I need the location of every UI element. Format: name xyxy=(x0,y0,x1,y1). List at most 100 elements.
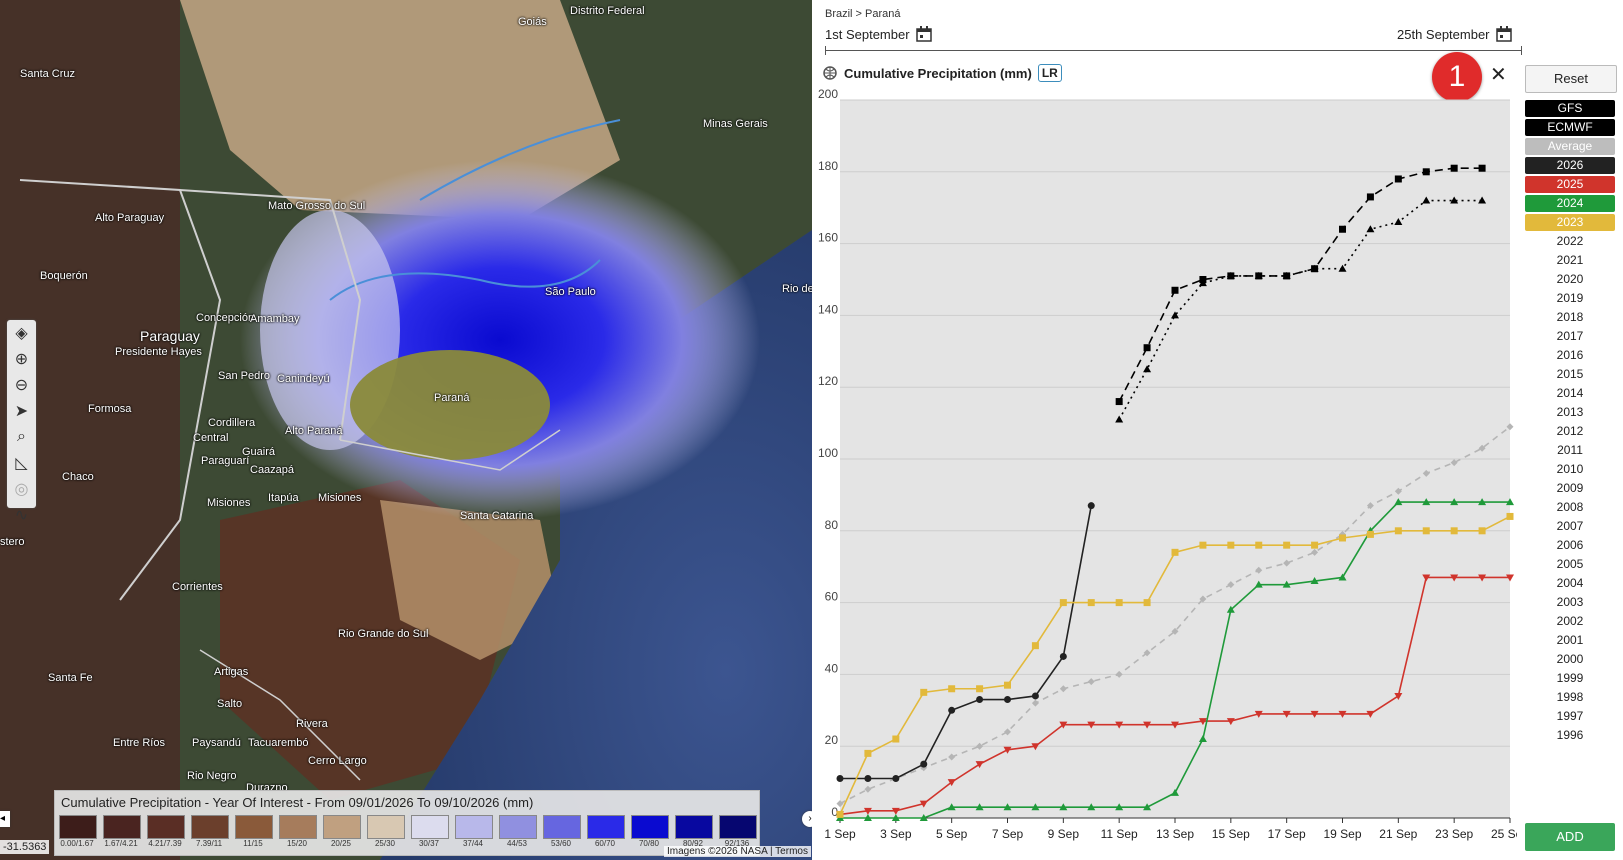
search-icon[interactable]: ⌕ xyxy=(17,428,26,445)
year-option[interactable]: GFS xyxy=(1525,100,1615,117)
data-point xyxy=(1004,681,1011,689)
data-point xyxy=(1338,710,1347,718)
data-point xyxy=(1171,311,1179,319)
collapse-left-icon[interactable]: ◂ xyxy=(0,811,10,827)
map-place-label: Rio Grande do Sul xyxy=(338,628,429,640)
year-option[interactable]: 1997 xyxy=(1556,709,1584,723)
map-place-label: Itapúa xyxy=(268,492,299,504)
year-option[interactable]: 2012 xyxy=(1556,424,1584,438)
data-point xyxy=(1254,271,1263,279)
year-option[interactable]: 2023 xyxy=(1525,214,1615,231)
data-point xyxy=(1227,541,1235,549)
year-option[interactable]: 2016 xyxy=(1556,348,1584,362)
map-place-label: Caazapá xyxy=(250,464,295,476)
legend-swatch-label: 0.00/1.67 xyxy=(60,839,94,848)
data-point xyxy=(1282,710,1291,718)
data-point xyxy=(1450,164,1458,172)
expand-panel-icon[interactable]: › xyxy=(802,811,812,827)
year-option[interactable]: 2003 xyxy=(1556,595,1584,609)
year-option[interactable]: 2017 xyxy=(1556,329,1584,343)
date-range-slider[interactable] xyxy=(825,46,1522,55)
year-option[interactable]: 2002 xyxy=(1556,614,1584,628)
globe-icon xyxy=(823,66,837,80)
reset-button[interactable]: Reset xyxy=(1525,65,1617,93)
year-option[interactable]: 2009 xyxy=(1556,481,1584,495)
year-option[interactable]: 2005 xyxy=(1556,557,1584,571)
year-option[interactable]: 2018 xyxy=(1556,310,1584,324)
y-tick-label: 20 xyxy=(825,733,839,747)
calendar-icon[interactable] xyxy=(915,26,932,42)
year-option[interactable]: 2024 xyxy=(1525,195,1615,212)
chart-title: Cumulative Precipitation (mm) xyxy=(844,65,1032,81)
measure-icon[interactable]: ◺ xyxy=(15,455,28,472)
year-option[interactable]: 2021 xyxy=(1556,253,1584,267)
year-option[interactable]: 2008 xyxy=(1556,500,1584,514)
data-point xyxy=(976,685,984,693)
year-option[interactable]: 2010 xyxy=(1556,462,1584,476)
lr-button[interactable]: LR xyxy=(1037,64,1062,82)
layers-icon[interactable]: ◈ xyxy=(15,325,28,342)
start-date[interactable]: 1st September xyxy=(825,26,932,42)
year-option[interactable]: 2014 xyxy=(1556,386,1584,400)
data-point xyxy=(1115,670,1123,678)
data-point xyxy=(1031,803,1040,811)
legend-swatch xyxy=(103,815,141,839)
zoom-in-icon[interactable]: ⊕ xyxy=(14,351,29,368)
year-option[interactable]: 2025 xyxy=(1525,176,1615,193)
data-point xyxy=(948,706,956,714)
legend-swatch-label: 53/60 xyxy=(550,839,572,848)
legend-swatch-label: 7.39/11 xyxy=(195,839,223,848)
end-date[interactable]: 25th September xyxy=(1397,26,1512,42)
year-option[interactable]: Average xyxy=(1525,138,1615,155)
data-point xyxy=(1031,642,1039,650)
zoom-out-icon[interactable]: ⊖ xyxy=(14,377,29,394)
close-icon[interactable]: ✕ xyxy=(1490,64,1507,86)
map-place-label: Guairá xyxy=(242,446,276,458)
year-option[interactable]: 2011 xyxy=(1557,443,1583,457)
data-point xyxy=(1450,196,1459,204)
data-point xyxy=(1115,415,1124,423)
legend-swatch-label: 92/136 xyxy=(724,839,750,848)
year-option[interactable]: 1999 xyxy=(1556,671,1584,685)
year-option[interactable]: 1998 xyxy=(1556,690,1584,704)
map-attribution[interactable]: Imagens ©2026 NASA | Termos xyxy=(664,846,811,857)
year-option[interactable]: 2022 xyxy=(1556,234,1584,248)
data-point xyxy=(1478,164,1486,172)
y-tick-label: 180 xyxy=(818,159,838,173)
data-point xyxy=(1255,566,1263,574)
year-option[interactable]: 2020 xyxy=(1556,272,1584,286)
legend-swatch-label: 70/80 xyxy=(638,839,660,848)
data-point xyxy=(1115,599,1123,607)
data-point xyxy=(892,735,900,743)
year-option[interactable]: 2015 xyxy=(1556,367,1584,381)
data-point xyxy=(1310,577,1319,585)
legend-swatch xyxy=(235,815,273,839)
year-option[interactable]: 2019 xyxy=(1556,291,1584,305)
legend-swatch xyxy=(675,815,713,839)
add-button[interactable]: ADD xyxy=(1525,823,1615,851)
navigate-icon[interactable]: ➤ xyxy=(14,403,29,420)
year-option[interactable]: 2000 xyxy=(1556,652,1584,666)
year-option[interactable]: 2004 xyxy=(1556,576,1584,590)
legend-swatch-label: 37/44 xyxy=(462,839,484,848)
year-option[interactable]: 2007 xyxy=(1556,519,1584,533)
map-place-label: Goiás xyxy=(518,16,547,28)
target-icon[interactable]: ◎ xyxy=(14,481,29,498)
year-option[interactable]: 2013 xyxy=(1556,405,1584,419)
data-point xyxy=(1003,746,1012,754)
year-option[interactable]: 2001 xyxy=(1556,633,1584,647)
legend-swatch xyxy=(499,815,537,839)
map-toolbar: ◈ ⊕ ⊖ ➤ ⌕ ◺ ◎ ∿ xyxy=(7,320,36,524)
draw-icon[interactable]: ∿ xyxy=(14,507,29,524)
legend-swatch xyxy=(147,815,185,839)
calendar-icon[interactable] xyxy=(1495,26,1512,42)
year-option[interactable]: 2006 xyxy=(1556,538,1584,552)
data-point xyxy=(1115,721,1124,729)
data-point xyxy=(1422,469,1430,477)
year-option[interactable]: ECMWF xyxy=(1525,119,1615,136)
map-place-label: San Pedro xyxy=(218,370,270,382)
map-view[interactable]: Goiás Distrito Federal Santa Cruz Minas Ger… xyxy=(0,0,812,860)
year-option[interactable]: 1996 xyxy=(1556,728,1584,742)
year-option[interactable]: 2026 xyxy=(1525,157,1615,174)
data-point xyxy=(836,800,844,808)
